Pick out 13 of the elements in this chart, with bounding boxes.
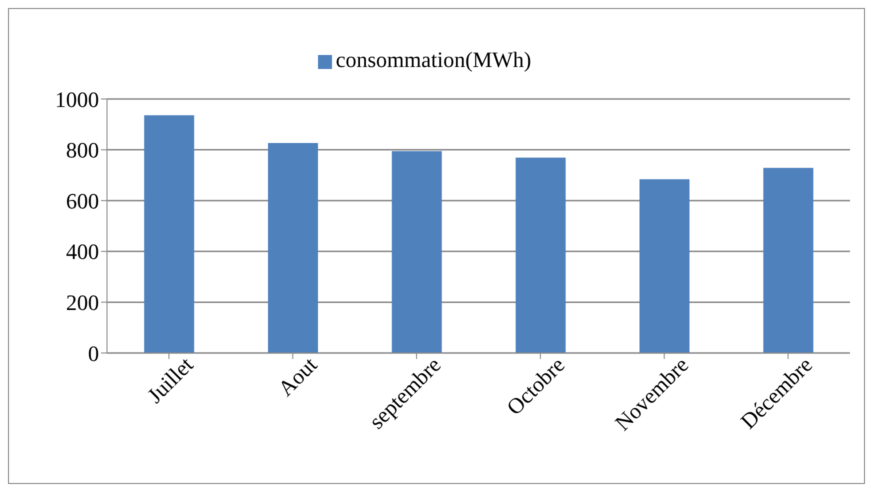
bar [268,142,318,353]
bar [763,168,814,353]
y-tick-label: 400 [66,239,99,264]
legend-label: consommation(MWh) [336,47,532,72]
y-tick-label: 0 [88,340,99,366]
y-tick-label: 600 [66,188,99,214]
bar [144,115,194,353]
bar [639,179,690,353]
y-tick-label: 800 [66,138,99,163]
y-tick-label: 200 [66,290,99,316]
bar [392,151,442,353]
bar [516,158,566,353]
y-tick-label: 1000 [55,86,99,112]
